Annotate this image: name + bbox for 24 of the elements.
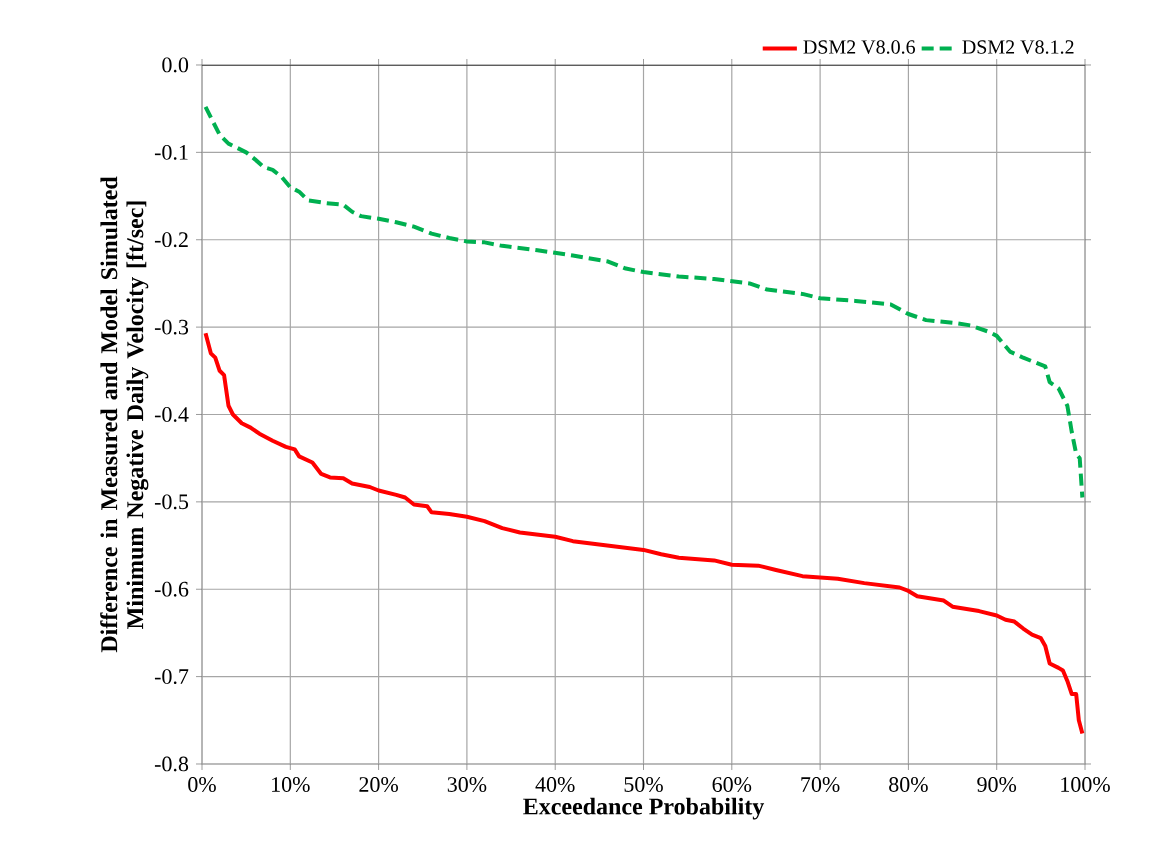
x-tick-label: 60% — [712, 777, 752, 792]
y-axis-title: Difference in Measured and Model Simulated Minimum Negative Daily Velocity [ft/sec] — [100, 176, 149, 653]
y-tick-label: -0.2 — [154, 232, 188, 248]
x-tick-label: 100% — [1061, 777, 1110, 792]
y-tick-label: -0.3 — [154, 319, 189, 335]
x-tick-label: 80% — [889, 777, 928, 792]
x-tick-label: 0% — [188, 777, 216, 792]
x-tick-label: 30% — [447, 777, 487, 792]
x-tick-label: 70% — [801, 777, 840, 792]
y-tick-label: 0.0 — [162, 57, 189, 73]
x-tick-label: 90% — [977, 777, 1017, 792]
legend-label: DSM2 V8.1.2 — [962, 40, 1074, 54]
y-tick-label: -0.1 — [154, 144, 188, 160]
x-tick-label: 20% — [359, 777, 399, 792]
legend-label: DSM2 V8.0.6 — [803, 40, 916, 54]
x-axis-title: Exceedance Probability — [523, 797, 765, 820]
y-tick-label: -0.7 — [154, 669, 189, 685]
x-tick-label: 40% — [535, 777, 575, 792]
y-tick-label: -0.8 — [154, 756, 189, 772]
y-tick-label: -0.5 — [154, 494, 189, 510]
x-tick-label: 50% — [624, 777, 663, 792]
y-tick-label: -0.6 — [154, 581, 189, 597]
y-tick-label: -0.4 — [154, 407, 189, 422]
x-tick-label: 10% — [272, 777, 310, 792]
